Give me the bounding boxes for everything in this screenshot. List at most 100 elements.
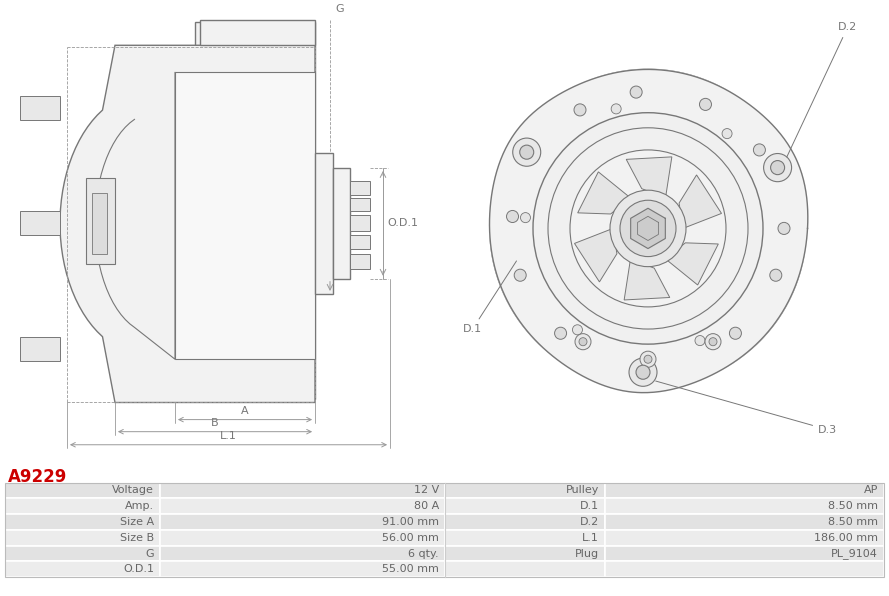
Polygon shape bbox=[630, 208, 665, 249]
Circle shape bbox=[520, 213, 531, 223]
Text: D.1: D.1 bbox=[463, 261, 517, 334]
Text: PL_9104: PL_9104 bbox=[831, 548, 878, 559]
Circle shape bbox=[764, 154, 791, 182]
Polygon shape bbox=[200, 20, 315, 45]
Text: Amp.: Amp. bbox=[124, 501, 154, 511]
Polygon shape bbox=[20, 337, 60, 361]
Bar bbox=[160, 483, 445, 498]
Bar bbox=[445, 483, 605, 498]
Polygon shape bbox=[333, 168, 350, 279]
Polygon shape bbox=[350, 253, 370, 269]
Circle shape bbox=[555, 327, 566, 339]
Polygon shape bbox=[20, 95, 60, 120]
Bar bbox=[445, 561, 605, 578]
Text: G: G bbox=[146, 548, 154, 558]
Polygon shape bbox=[490, 69, 808, 393]
Circle shape bbox=[514, 269, 526, 281]
Text: 91.00 mm: 91.00 mm bbox=[382, 517, 439, 527]
Polygon shape bbox=[195, 22, 315, 47]
Bar bbox=[445, 546, 605, 561]
Bar bbox=[5, 546, 160, 561]
Bar bbox=[605, 546, 884, 561]
Polygon shape bbox=[60, 45, 315, 402]
Text: 186.00 mm: 186.00 mm bbox=[814, 533, 878, 543]
Bar bbox=[445, 530, 605, 546]
Text: D.2: D.2 bbox=[787, 22, 857, 157]
Text: O.D.1: O.D.1 bbox=[387, 218, 418, 228]
Text: Pulley: Pulley bbox=[565, 486, 599, 495]
Text: 12 V: 12 V bbox=[413, 486, 439, 495]
Polygon shape bbox=[86, 178, 115, 263]
Circle shape bbox=[611, 104, 621, 114]
Text: G: G bbox=[335, 4, 344, 14]
Circle shape bbox=[729, 327, 741, 339]
Bar bbox=[160, 514, 445, 530]
Circle shape bbox=[570, 150, 726, 307]
Bar bbox=[5, 561, 160, 578]
Polygon shape bbox=[624, 259, 669, 300]
Circle shape bbox=[695, 336, 705, 346]
Text: Plug: Plug bbox=[575, 548, 599, 558]
Text: L.1: L.1 bbox=[220, 431, 236, 440]
Text: D.1: D.1 bbox=[580, 501, 599, 511]
Bar bbox=[605, 483, 884, 498]
Text: 6 qty.: 6 qty. bbox=[408, 548, 439, 558]
Circle shape bbox=[579, 338, 587, 346]
Circle shape bbox=[507, 210, 518, 222]
Polygon shape bbox=[574, 228, 617, 282]
Text: B: B bbox=[212, 418, 219, 428]
Circle shape bbox=[490, 69, 806, 387]
Text: 80 A: 80 A bbox=[413, 501, 439, 511]
Circle shape bbox=[770, 269, 781, 281]
Bar bbox=[5, 498, 160, 514]
Polygon shape bbox=[350, 235, 370, 249]
Text: Size A: Size A bbox=[120, 517, 154, 527]
Bar bbox=[445, 514, 605, 530]
Bar bbox=[160, 530, 445, 546]
Text: Size B: Size B bbox=[120, 533, 154, 543]
Bar bbox=[445, 498, 605, 514]
Bar bbox=[160, 498, 445, 514]
Bar bbox=[160, 561, 445, 578]
Bar bbox=[605, 514, 884, 530]
Polygon shape bbox=[350, 181, 370, 195]
Text: 55.00 mm: 55.00 mm bbox=[382, 564, 439, 575]
Text: D.2: D.2 bbox=[580, 517, 599, 527]
Text: L.1: L.1 bbox=[582, 533, 599, 543]
Circle shape bbox=[520, 145, 533, 159]
Circle shape bbox=[575, 334, 591, 350]
Circle shape bbox=[771, 160, 785, 175]
Circle shape bbox=[574, 104, 586, 116]
Circle shape bbox=[629, 358, 657, 386]
Bar bbox=[160, 546, 445, 561]
Bar bbox=[5, 483, 884, 578]
Bar bbox=[92, 193, 107, 253]
Polygon shape bbox=[679, 175, 722, 228]
Bar bbox=[605, 498, 884, 514]
Circle shape bbox=[513, 138, 541, 166]
Polygon shape bbox=[315, 153, 333, 294]
Bar bbox=[5, 514, 160, 530]
Polygon shape bbox=[115, 47, 315, 399]
Circle shape bbox=[630, 86, 642, 98]
Circle shape bbox=[533, 113, 763, 344]
Polygon shape bbox=[578, 172, 630, 214]
Text: AP: AP bbox=[863, 486, 878, 495]
Circle shape bbox=[709, 338, 717, 346]
Polygon shape bbox=[20, 212, 60, 235]
Circle shape bbox=[778, 222, 790, 234]
Text: D.3: D.3 bbox=[656, 381, 837, 434]
Text: O.D.1: O.D.1 bbox=[123, 564, 154, 575]
Polygon shape bbox=[666, 243, 718, 285]
Circle shape bbox=[705, 334, 721, 350]
Circle shape bbox=[610, 190, 686, 266]
Text: A: A bbox=[241, 405, 249, 415]
Text: 56.00 mm: 56.00 mm bbox=[382, 533, 439, 543]
Text: 8.50 mm: 8.50 mm bbox=[828, 517, 878, 527]
Circle shape bbox=[573, 325, 582, 335]
Polygon shape bbox=[175, 73, 315, 359]
Bar bbox=[5, 483, 160, 498]
Polygon shape bbox=[626, 157, 672, 198]
Text: Voltage: Voltage bbox=[112, 486, 154, 495]
Circle shape bbox=[636, 365, 650, 379]
